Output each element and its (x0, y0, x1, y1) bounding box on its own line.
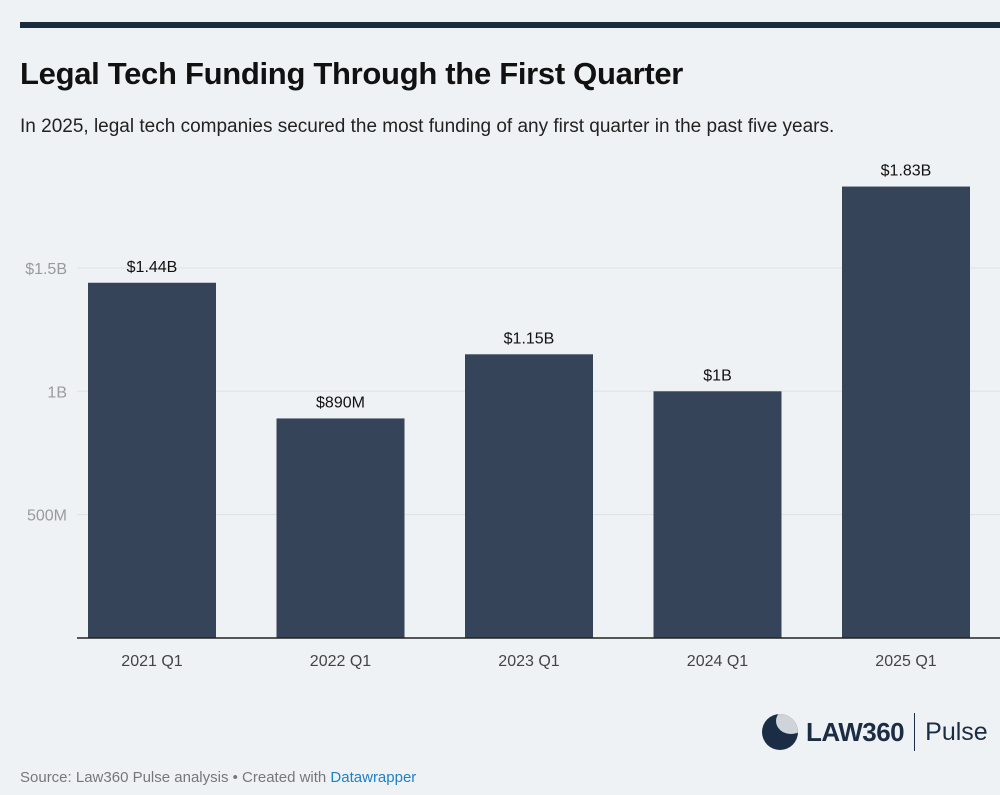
law360-globe-icon (762, 714, 798, 750)
logo-product: Pulse (925, 717, 988, 746)
data-label: $1.15B (504, 330, 555, 347)
bar-chart: 500M 1B $1.5B $1.44B 2021 Q1 $890M 2022 Q1 $1.1… (25, 163, 1000, 670)
bar-2022-q1 (276, 418, 405, 638)
data-label: $1.83B (881, 163, 932, 180)
footer-source: Source: Law360 Pulse analysis • Created … (20, 769, 416, 786)
y-tick-label: 1B (47, 384, 67, 401)
data-label: $1B (703, 367, 731, 384)
top-rule (20, 22, 1000, 28)
y-tick-label: 500M (27, 508, 67, 525)
x-tick-label: 2025 Q1 (875, 653, 936, 670)
chart-title: Legal Tech Funding Through the First Qua… (20, 56, 684, 91)
datawrapper-link[interactable]: Datawrapper (330, 769, 417, 786)
data-label: $1.44B (127, 259, 178, 276)
y-tick-label: $1.5B (25, 261, 67, 278)
logo-brand: LAW360 (806, 716, 905, 747)
bar-2021-q1 (88, 282, 216, 638)
bar-2024-q1 (653, 391, 782, 638)
bar-2025-q1 (842, 186, 970, 638)
chart-subtitle: In 2025, legal tech companies secured th… (20, 116, 835, 137)
x-tick-label: 2024 Q1 (687, 653, 748, 670)
x-tick-label: 2023 Q1 (498, 653, 559, 670)
source-text: Source: Law360 Pulse analysis • Created … (20, 769, 331, 786)
bar-2023-q1 (465, 354, 593, 638)
data-label: $890M (316, 394, 365, 411)
x-tick-label: 2022 Q1 (310, 653, 371, 670)
logo-divider (914, 713, 916, 751)
law360-pulse-logo: LAW360 Pulse (762, 713, 988, 751)
x-tick-label: 2021 Q1 (121, 653, 182, 670)
